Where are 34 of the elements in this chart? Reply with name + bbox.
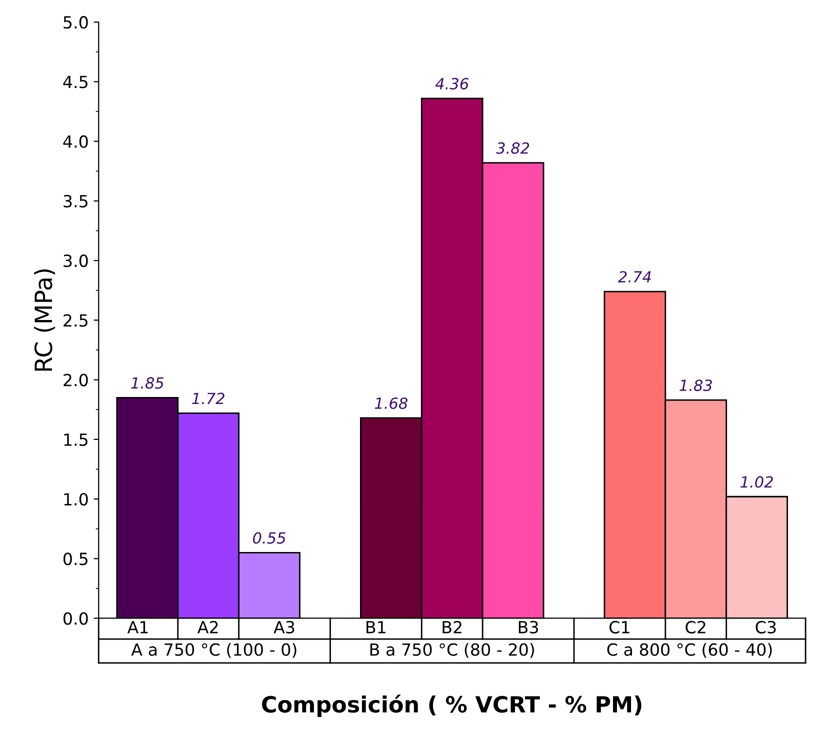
data-label: 1.68 bbox=[374, 397, 408, 410]
data-label: 3.82 bbox=[496, 142, 530, 154]
y-tick-label: 1.5 bbox=[64, 434, 88, 446]
y-axis-title: RC (MPa) bbox=[34, 269, 56, 371]
y-tick-label: 4.0 bbox=[63, 135, 88, 148]
data-label: 0.55 bbox=[253, 532, 286, 544]
y-tick-label: 4.5 bbox=[63, 76, 88, 88]
data-label: 1.72 bbox=[192, 392, 224, 404]
data-label: 2.74 bbox=[618, 271, 651, 282]
y-tick-label: 3.0 bbox=[64, 254, 88, 268]
x-tick-label: C1 bbox=[610, 620, 630, 634]
text: B a 750 °C (80 - 20) bbox=[370, 642, 534, 658]
y-tick-label: 5.0 bbox=[64, 16, 88, 29]
y-tick-label: 1.0 bbox=[64, 492, 88, 506]
data-label: 4.36 bbox=[435, 78, 468, 90]
x-tick-label: A3 bbox=[274, 620, 294, 634]
x-tick-label: B1 bbox=[366, 621, 386, 634]
x-tick-label: B2 bbox=[442, 620, 462, 634]
data-label: 1.83 bbox=[680, 380, 712, 392]
y-tick-label: 3.5 bbox=[64, 194, 88, 208]
x-axis-title: Composición ( % VCRT - % PM) bbox=[262, 694, 642, 718]
y-tick-label: 2.0 bbox=[64, 374, 88, 386]
x-tick-label: C3 bbox=[756, 620, 776, 634]
x-tick-label: B3 bbox=[518, 620, 538, 634]
data-label: 1.85 bbox=[131, 377, 164, 389]
y-tick-label: 0.0 bbox=[64, 612, 88, 625]
text: C a 800 °C (60 - 40) bbox=[607, 642, 772, 658]
y-tick-label: 0.5 bbox=[64, 552, 88, 566]
x-tick-label: C2 bbox=[686, 620, 706, 634]
x-tick-label: A2 bbox=[197, 620, 218, 634]
y-tick-label: 2.5 bbox=[64, 314, 88, 327]
text: A a 750 °C (100 - 0) bbox=[131, 642, 296, 658]
x-tick-label: A1 bbox=[127, 621, 148, 634]
data-label: 1.02 bbox=[740, 476, 773, 488]
